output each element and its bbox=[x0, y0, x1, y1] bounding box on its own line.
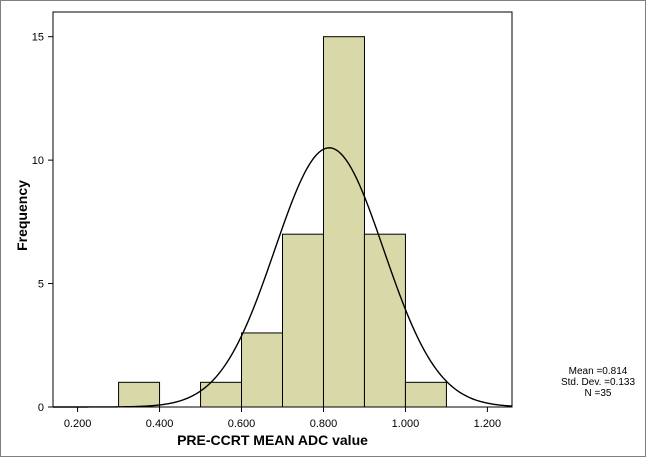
stats-line: Mean =0.814 bbox=[569, 366, 628, 377]
histogram-bar bbox=[363, 233, 406, 408]
histogram-bar bbox=[404, 381, 447, 408]
y-tick-label: 15 bbox=[32, 32, 44, 44]
y-axis-title: Frequency bbox=[14, 180, 30, 251]
x-tick-label: 0.600 bbox=[228, 418, 256, 430]
x-tick-label: 1.000 bbox=[392, 418, 420, 430]
x-tick-label: 0.200 bbox=[64, 418, 92, 430]
stats-line: N =35 bbox=[585, 388, 612, 399]
y-tick-label: 5 bbox=[38, 279, 44, 291]
histogram-bar bbox=[282, 233, 324, 408]
y-tick-label: 0 bbox=[38, 402, 44, 414]
x-tick-label: 0.800 bbox=[310, 418, 338, 430]
plot-frame bbox=[52, 11, 513, 408]
histogram-bar bbox=[322, 36, 365, 408]
x-axis-title: PRE-CCRT MEAN ADC value bbox=[177, 432, 368, 448]
x-tick-label: 0.400 bbox=[146, 418, 174, 430]
stats-line: Std. Dev. =0.133 bbox=[561, 377, 635, 388]
histogram-bar bbox=[118, 381, 161, 408]
histogram-bar bbox=[241, 332, 283, 408]
y-tick-label: 10 bbox=[32, 155, 44, 167]
x-tick-label: 1.200 bbox=[474, 418, 502, 430]
